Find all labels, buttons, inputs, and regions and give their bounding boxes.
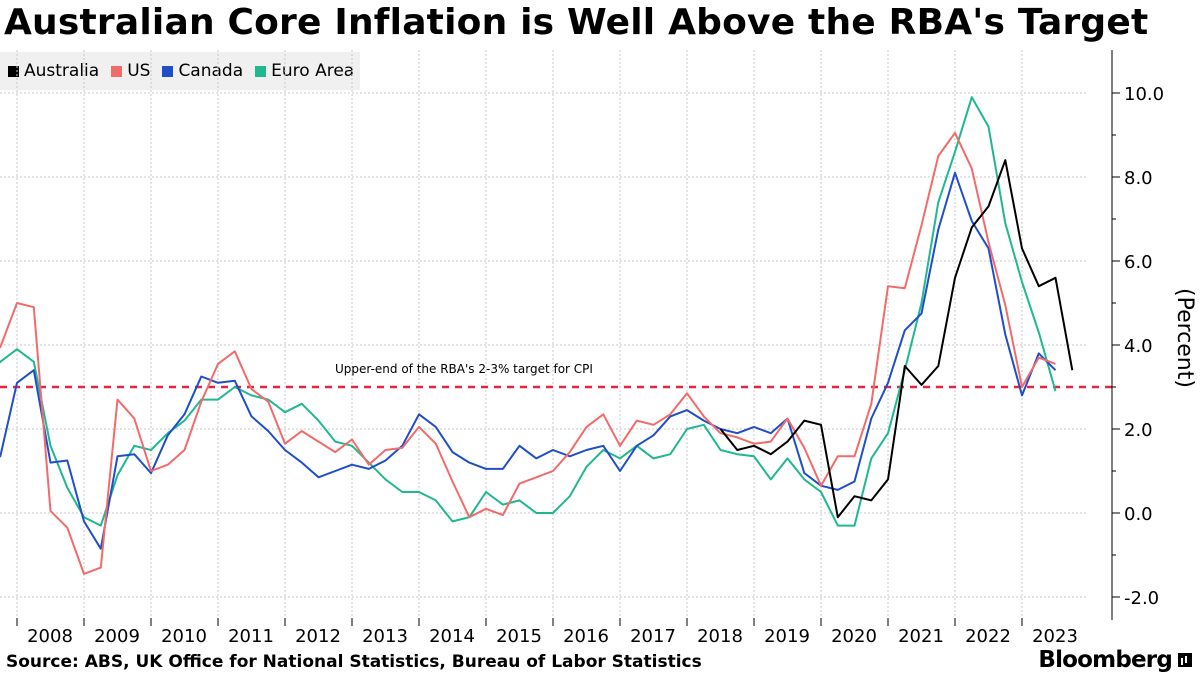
- x-tick-label: 2020: [831, 626, 877, 647]
- series-group: [0, 96, 1074, 575]
- bloomberg-icon: [1178, 653, 1192, 667]
- x-tick-label: 2016: [563, 626, 609, 647]
- legend-label: Euro Area: [271, 61, 355, 81]
- legend-label: Canada: [178, 61, 244, 81]
- legend-label: US: [127, 61, 151, 81]
- reference-line-label: Upper-end of the RBA's 2-3% target for C…: [335, 362, 593, 376]
- y-tick-label: 0.0: [1124, 504, 1153, 525]
- series-line-us: [0, 131, 1056, 575]
- legend-item-euro-area: Euro Area: [255, 61, 354, 81]
- x-tick-label: 2009: [94, 626, 140, 647]
- x-tick-label: 2015: [496, 626, 542, 647]
- x-tick-label: 2010: [161, 626, 207, 647]
- x-tick-label: 2017: [630, 626, 676, 647]
- x-tick-label: 2019: [764, 626, 810, 647]
- x-tick-label: 2013: [362, 626, 408, 647]
- legend-item-us: US: [111, 61, 150, 81]
- y-tick-label: 10.0: [1124, 84, 1164, 105]
- y-tick-label: 8.0: [1124, 168, 1153, 189]
- x-tick-label: 2012: [295, 626, 341, 647]
- x-tick-label: 2018: [697, 626, 743, 647]
- chart-title: Australian Core Inflation is Well Above …: [4, 2, 1149, 43]
- legend-item-canada: Canada: [162, 61, 243, 81]
- legend-item-australia: Australia: [8, 61, 99, 81]
- legend-label: Australia: [24, 61, 100, 81]
- legend-swatch: [162, 65, 174, 77]
- legend-swatch: [8, 65, 19, 77]
- x-tick-label: 2008: [27, 626, 73, 647]
- y-axis-label: (Percent): [1172, 288, 1197, 388]
- reference-line-group: Upper-end of the RBA's 2-3% target for C…: [0, 362, 1112, 389]
- x-tick-label: 2021: [898, 626, 944, 647]
- axes-group: -2.0 0.0 2.0 4.0 6.0 8.0 10.0 2008 2009 2010 2011 2…: [16, 50, 1197, 647]
- brand-logo: Bloomberg: [1038, 647, 1192, 673]
- brand-name: Bloomberg: [1038, 647, 1172, 673]
- y-tick-label: 2.0: [1124, 420, 1153, 441]
- x-tick-label: 2011: [228, 626, 274, 647]
- legend-swatch: [255, 65, 267, 77]
- y-tick-label: 4.0: [1124, 336, 1153, 357]
- y-tick-label: 6.0: [1124, 252, 1153, 273]
- grid-lines: [0, 50, 1088, 620]
- legend-swatch: [111, 65, 123, 77]
- x-tick-label: 2023: [1032, 626, 1078, 647]
- x-tick-label: 2022: [965, 626, 1011, 647]
- series-line-euro-area: [0, 96, 1057, 527]
- y-tick-label: -2.0: [1124, 588, 1159, 609]
- source-note: Source: ABS, UK Office for National Stat…: [6, 652, 702, 672]
- legend: Australia US Canada Euro Area: [0, 52, 361, 90]
- x-tick-label: 2014: [429, 626, 475, 647]
- series-line-australia: [719, 159, 1074, 519]
- series-line-canada: [0, 171, 1057, 550]
